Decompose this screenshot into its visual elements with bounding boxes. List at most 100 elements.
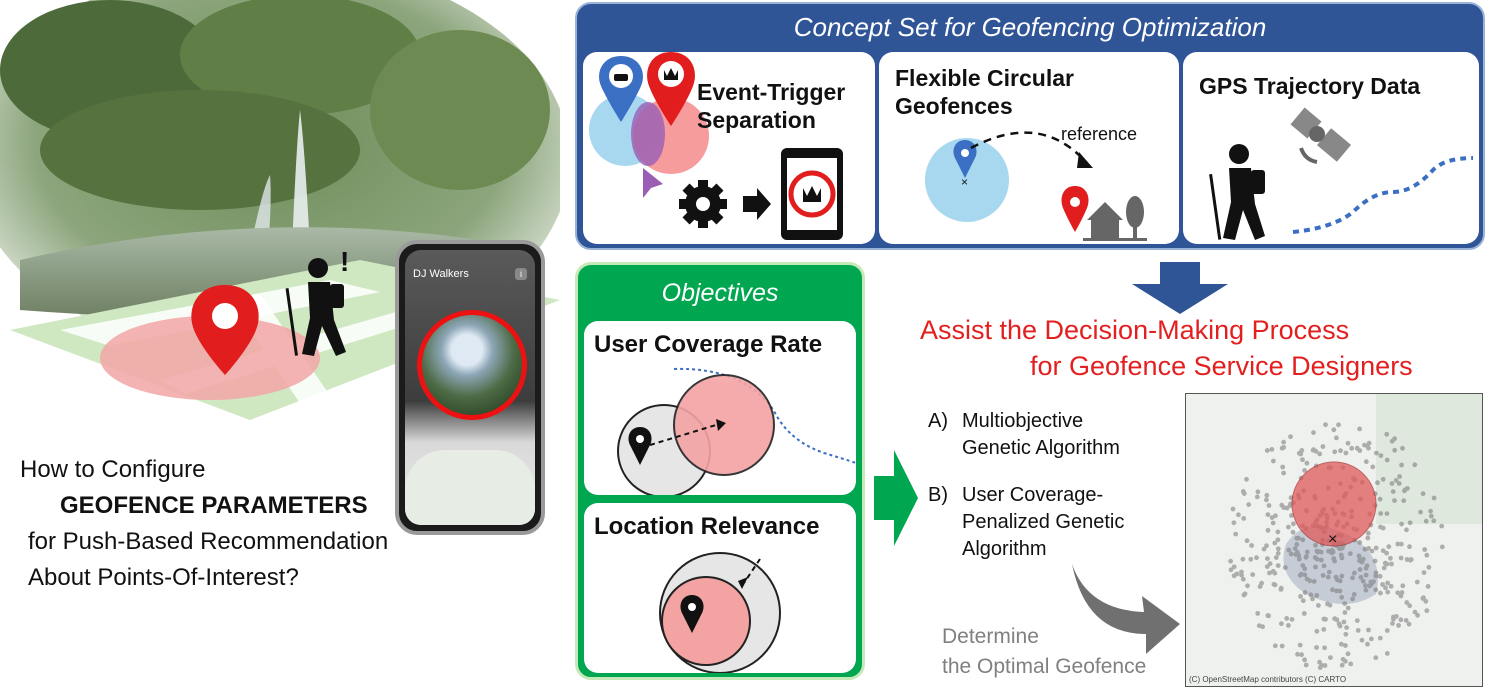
gps-point: [1373, 573, 1379, 579]
gps-point: [1300, 563, 1306, 568]
gps-point: [1272, 570, 1278, 576]
purple-arrow-icon: [643, 168, 663, 198]
gps-point: [1275, 551, 1281, 556]
gps-point: [1255, 611, 1261, 616]
gps-point: [1363, 587, 1369, 593]
red-pin-icon: [1061, 186, 1089, 232]
gps-point: [1414, 579, 1420, 585]
gps-point: [1360, 556, 1366, 562]
gps-point: [1421, 595, 1426, 601]
gps-point: [1397, 474, 1402, 479]
gps-point: [1385, 589, 1391, 595]
gps-point: [1389, 481, 1395, 486]
gps-point: [1296, 450, 1302, 456]
gps-point: [1265, 556, 1270, 561]
gps-point: [1345, 651, 1351, 657]
gps-point: [1228, 567, 1234, 573]
poi-photo-circle[interactable]: [417, 310, 527, 420]
gps-point: [1380, 476, 1386, 482]
gps-point: [1360, 578, 1366, 584]
gps-point: [1287, 503, 1293, 508]
event-trigger-title: Event-Trigger Separation: [697, 79, 846, 133]
gps-point: [1310, 596, 1315, 602]
gps-point: [1231, 520, 1237, 526]
info-icon[interactable]: i: [515, 268, 527, 280]
gps-point: [1234, 571, 1240, 577]
gps-point: [1298, 594, 1303, 599]
gps-point: [1316, 603, 1321, 608]
gps-point: [1244, 476, 1249, 482]
gps-point: [1404, 600, 1410, 605]
gps-point: [1266, 503, 1272, 508]
gps-point: [1264, 448, 1270, 453]
gps-point: [1282, 565, 1288, 570]
gps-point: [1380, 548, 1386, 554]
gps-point: [1312, 555, 1318, 560]
gps-point: [1368, 579, 1374, 585]
gps-point: [1273, 555, 1279, 560]
gps-point: [1304, 549, 1310, 555]
gps-point: [1338, 448, 1343, 454]
gps-point: [1339, 594, 1345, 600]
gps-point: [1313, 448, 1319, 454]
svg-text:×: ×: [961, 175, 968, 189]
reference-arrow: [970, 131, 1085, 161]
gps-point: [1378, 590, 1383, 596]
gps-point: [1421, 570, 1427, 575]
gps-point: [1366, 530, 1371, 536]
assist-line-1: Assist the Decision-Making Process: [920, 315, 1350, 345]
gps-point: [1400, 583, 1406, 589]
assist-line-2: for Geofence Service Designers: [1030, 351, 1413, 381]
right-arrow-icon: [743, 188, 771, 220]
hiker-icon: [285, 258, 346, 356]
gps-point: [1278, 585, 1284, 591]
gps-point: [1284, 616, 1290, 621]
gps-point: [1373, 545, 1379, 551]
gps-point: [1331, 427, 1337, 433]
objectives-panel: Objectives User Coverage Rate Location R…: [575, 262, 865, 680]
gps-point: [1241, 516, 1247, 521]
gps-point: [1415, 612, 1420, 618]
determine-label: Determine the Optimal Geofence: [942, 625, 1147, 678]
gps-point: [1302, 657, 1307, 663]
gps-point: [1322, 645, 1327, 651]
gps-point: [1333, 574, 1339, 580]
gps-point: [1290, 529, 1296, 535]
gps-point: [1254, 494, 1260, 500]
gps-point: [1288, 434, 1293, 440]
gps-point: [1317, 451, 1323, 457]
gps-point: [1388, 583, 1394, 589]
gps-point: [1317, 665, 1323, 670]
tulip-pin-icon: [647, 52, 695, 126]
gps-point: [1231, 564, 1237, 570]
gps-point: [1398, 617, 1404, 623]
gps-point: [1404, 557, 1410, 562]
gps-point: [1270, 520, 1276, 526]
gps-point: [1233, 531, 1239, 537]
gps-point: [1391, 614, 1396, 620]
gps-point: [1386, 544, 1392, 550]
right-arrow-icon: [874, 450, 918, 546]
gps-point: [1383, 585, 1388, 591]
gps-point: [1329, 547, 1335, 553]
gps-point: [1388, 555, 1393, 561]
gps-trajectory-path: [1292, 156, 1474, 234]
gps-point: [1246, 502, 1252, 507]
gps-point: [1407, 603, 1413, 609]
gps-point: [1260, 624, 1265, 630]
gps-point: [1343, 450, 1349, 456]
gps-point: [1384, 431, 1390, 437]
concept-card-gps-trajectory: GPS Trajectory Data: [1183, 52, 1479, 244]
gps-point: [1286, 623, 1291, 628]
gps-point: [1407, 520, 1413, 526]
gps-point: [1275, 546, 1281, 552]
gps-point: [1365, 641, 1370, 647]
gps-point: [1350, 596, 1355, 602]
ground-geofence: [100, 316, 320, 400]
optimal-geofence-circle: [1291, 461, 1377, 547]
phone-map-preview[interactable]: [405, 450, 535, 525]
gps-point: [1275, 529, 1281, 535]
gps-point: [1378, 453, 1384, 458]
gps-point: [1272, 582, 1278, 588]
gps-point: [1362, 546, 1368, 552]
